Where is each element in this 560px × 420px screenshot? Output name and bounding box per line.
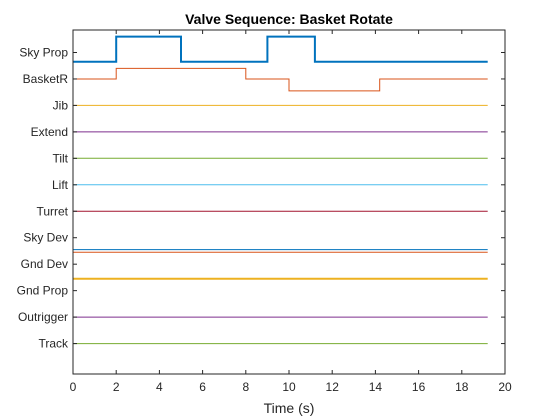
y-tick-label: Lift <box>52 178 69 192</box>
x-tick-label: 4 <box>156 380 163 394</box>
x-tick-label: 20 <box>498 380 512 394</box>
series-layer <box>73 35 488 345</box>
x-tick-label: 12 <box>326 380 340 394</box>
x-tick-label: 14 <box>369 380 383 394</box>
x-tick-label: 10 <box>282 380 296 394</box>
x-tick-label: 2 <box>113 380 120 394</box>
x-tick-label: 0 <box>70 380 77 394</box>
y-tick-label: Track <box>38 337 69 351</box>
y-tick-label: Jib <box>53 98 69 112</box>
x-tick-label: 16 <box>412 380 426 394</box>
axes-layer: 0 2 4 6 8 10 12 14 16 18 20 Sky Prop BasketR Jib Exten… <box>17 29 512 394</box>
series-line-2 <box>73 67 488 92</box>
y-tick-label: Turret <box>36 204 68 218</box>
y-tick-label: Gnd Prop <box>17 284 69 298</box>
x-tick-label: 18 <box>455 380 469 394</box>
series-line-1 <box>73 35 488 63</box>
x-tick-label: 8 <box>242 380 249 394</box>
y-tick-label: BasketR <box>23 72 69 86</box>
y-tick-label: Gnd Dev <box>21 257 68 271</box>
y-tick-label: Tilt <box>52 151 68 165</box>
x-tick-label: 6 <box>199 380 206 394</box>
x-axis-label: Time (s) <box>264 400 315 416</box>
y-tick-label: Sky Dev <box>23 231 68 245</box>
chart-title: Valve Sequence: Basket Rotate <box>185 11 393 27</box>
y-tick-label: Extend <box>31 125 68 139</box>
y-tick-label: Sky Prop <box>19 45 68 59</box>
y-tick-label: Outrigger <box>18 310 68 324</box>
